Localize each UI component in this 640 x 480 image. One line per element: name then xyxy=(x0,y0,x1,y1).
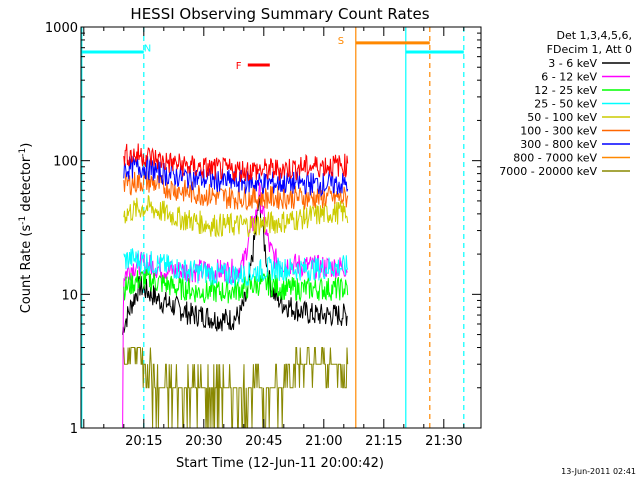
series-line-0 xyxy=(122,194,348,335)
x-tick-label: 20:45 xyxy=(245,434,282,449)
annotation-f: F xyxy=(236,61,242,72)
legend-label: 7000 - 20000 keV xyxy=(499,165,597,178)
y-tick-labels: 1 10 100 1000 xyxy=(45,21,78,437)
series-line-4 xyxy=(123,195,349,238)
legend: Det 1,3,4,5,6, FDecim 1, Att 0 3 - 6 keV… xyxy=(499,29,632,178)
x-tick-label: 21:15 xyxy=(365,434,402,449)
legend-label: 6 - 12 keV xyxy=(541,71,597,84)
legend-label: 800 - 7000 keV xyxy=(513,152,597,165)
legend-label: 12 - 25 keV xyxy=(534,84,597,97)
legend-label: 50 - 100 keV xyxy=(527,111,597,124)
series-layer xyxy=(122,143,349,428)
legend-label: 100 - 300 keV xyxy=(520,125,597,138)
series-line-8 xyxy=(123,347,349,428)
y-axis-label-mid: detector xyxy=(19,156,34,216)
annotations: N S F xyxy=(144,36,344,72)
x-tick-labels: 20:15 20:30 20:45 21:00 21:15 21:30 xyxy=(125,434,462,449)
plot-frame xyxy=(80,26,482,429)
x-tick-label: 20:30 xyxy=(185,434,222,449)
series-line-9 xyxy=(123,143,349,182)
legend-header-line-2: FDecim 1, Att 0 xyxy=(547,43,632,56)
y-axis-label-sup1: -1 xyxy=(18,216,28,225)
annotation-s: S xyxy=(338,36,344,47)
y-axis-label-prefix: Count Rate (s xyxy=(19,225,34,314)
y-axis-label-sup2: -1 xyxy=(18,148,28,157)
chart-title: HESSI Observing Summary Count Rates xyxy=(130,5,429,23)
y-tick-label: 100 xyxy=(53,155,78,170)
series-line-2 xyxy=(123,267,349,304)
status-bars xyxy=(81,41,464,67)
y-axis-label-suffix: ) xyxy=(19,143,34,148)
series-line-3 xyxy=(123,248,349,287)
annotation-n: N xyxy=(144,44,151,55)
x-axis-label: Start Time (12-Jun-11 20:00:42) xyxy=(176,456,384,471)
legend-label: 25 - 50 keV xyxy=(534,98,597,111)
plot-axes xyxy=(80,26,482,429)
legend-label: 300 - 800 keV xyxy=(520,138,597,151)
x-tick-label: 20:15 xyxy=(125,434,162,449)
y-tick-label: 1000 xyxy=(45,21,78,36)
legend-header-line-1: Det 1,3,4,5,6, xyxy=(556,29,632,42)
generated-timestamp: 13-Jun-2011 02:41 xyxy=(561,467,636,476)
y-tick-label: 1 xyxy=(70,422,78,437)
vertical-markers xyxy=(81,27,465,428)
x-tick-label: 21:00 xyxy=(305,434,342,449)
y-axis-label: Count Rate (s-1 detector-1) xyxy=(18,143,34,314)
x-tick-label: 21:30 xyxy=(425,434,462,449)
y-tick-label: 10 xyxy=(61,288,78,303)
legend-label: 3 - 6 keV xyxy=(548,57,597,70)
